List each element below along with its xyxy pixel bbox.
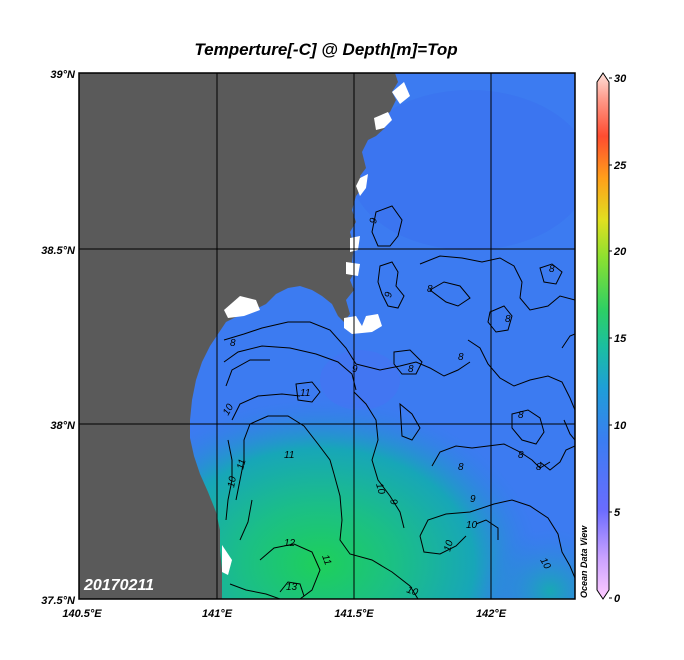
land-mass (79, 73, 398, 599)
colorbar-tick-label: 25 (613, 160, 627, 172)
contour-label-group: 9 9 8 8 8 8 8 11 10 11 10 11 12 13 11 10… (221, 217, 555, 599)
contour-label: 9 (352, 364, 358, 375)
contour-label: 8 (549, 264, 555, 275)
lat-tick-label: 38°N (50, 420, 76, 432)
contour-label: 11 (319, 553, 333, 567)
chart-title: Temperture[-C] @ Depth[m]=Top (194, 40, 457, 59)
contour-label: 8 (518, 450, 524, 461)
watermark-label: Ocean Data View (579, 525, 589, 598)
graticule (79, 73, 575, 599)
contour-label: 10 (373, 482, 387, 496)
map-frame (78, 72, 576, 600)
lon-tick-label: 142°E (476, 608, 507, 620)
contour-label: 11 (300, 388, 310, 399)
lat-axis: 39°N 38.5°N 38°N 37.5°N (41, 69, 76, 607)
contour-label: 12 (284, 538, 296, 549)
contour-label: 11 (284, 450, 294, 461)
contour-label: 8 (458, 352, 464, 363)
colorbar-tick-label: 5 (614, 507, 621, 519)
contour-label: 11 (235, 458, 248, 471)
contour-label: 9 (383, 291, 395, 299)
map-panel: 9 9 8 8 8 8 8 11 10 11 10 11 12 13 11 10… (79, 73, 575, 599)
contour-label: 8 (230, 338, 236, 349)
colorbar-tick-label: 30 (614, 73, 627, 85)
lon-axis: 140.5°E 141°E 141.5°E 142°E (62, 608, 506, 620)
lon-tick-label: 141.5°E (334, 608, 374, 620)
contour-label: 10 (442, 539, 456, 553)
lat-tick-label: 38.5°N (41, 245, 76, 257)
contour-label: 10 (221, 402, 236, 418)
contour-label: 8 (408, 364, 414, 375)
lat-tick-label: 39°N (50, 69, 76, 81)
lat-tick-label: 37.5°N (41, 595, 76, 607)
contour-label: 8 (518, 410, 524, 421)
contour-label: 9 (470, 494, 476, 505)
contour-label: 10 (466, 520, 478, 531)
lon-tick-label: 140.5°E (62, 608, 102, 620)
colorbar: 30 25 20 15 10 5 0 (596, 72, 627, 605)
contour-label: 8 (536, 462, 542, 473)
colorbar-tick-label: 20 (613, 246, 627, 258)
lon-tick-label: 141°E (202, 608, 233, 620)
colorbar-tick-label: 0 (614, 593, 621, 605)
contour-lines (223, 205, 575, 599)
contour-label: 8 (505, 314, 511, 325)
contour-label: 8 (458, 462, 464, 473)
colorbar-tick-label: 10 (614, 420, 627, 432)
colorbar-gradient (596, 72, 610, 600)
contour-label: 10 (226, 475, 239, 488)
contour-label: 9 (387, 498, 399, 507)
contour-label: 10 (405, 584, 420, 598)
contour-label: 9 (368, 217, 380, 225)
colorbar-tick-label: 15 (614, 333, 627, 345)
contour-label: 8 (427, 284, 433, 295)
contour-label: 13 (286, 582, 298, 593)
contour-label: 10 (537, 556, 552, 572)
date-stamp: 20170211 (83, 577, 154, 594)
